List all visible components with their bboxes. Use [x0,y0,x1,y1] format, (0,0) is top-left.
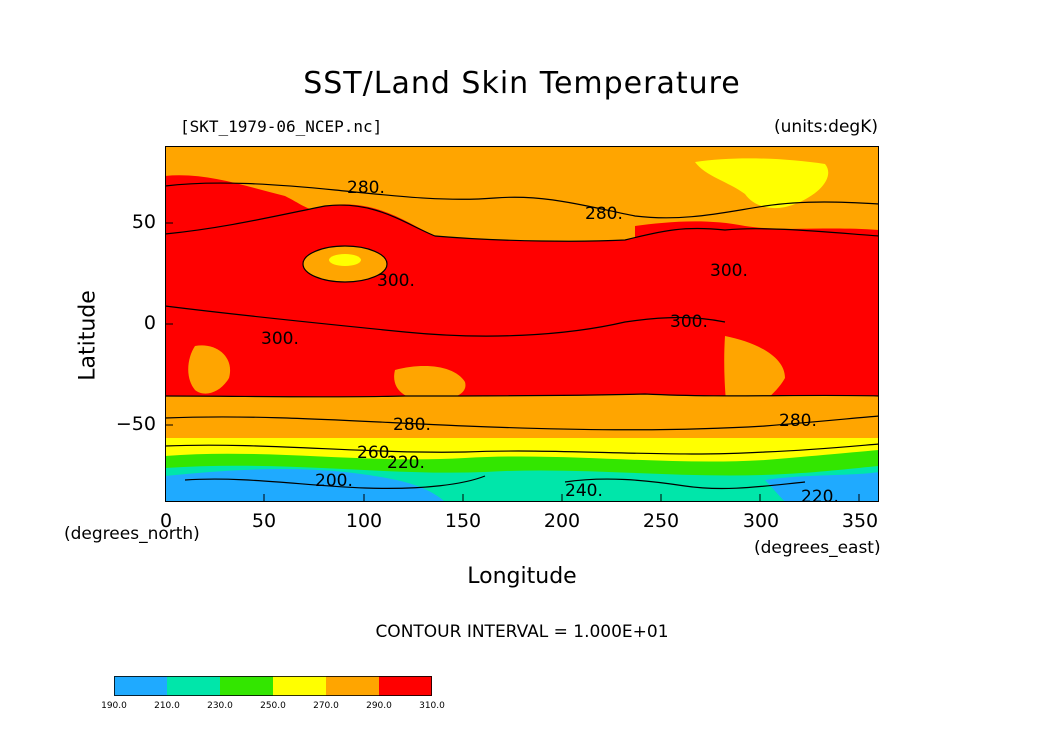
contour-label: 200. [315,471,353,491]
contour-interval-label: CONTOUR INTERVAL = 1.000E+01 [375,622,669,642]
x-tick-label: 0 [159,510,173,532]
colorbar-label: 310.0 [419,701,445,711]
contour-label: 300. [377,271,415,291]
y-tick-label: 0 [143,312,156,334]
contour-line [165,393,879,398]
y-tick-label: −50 [115,413,156,435]
colorbar-label: 290.0 [366,701,392,711]
colorbar-swatch [114,676,167,696]
axis-ticks [165,222,860,502]
x-tick-label: 150 [444,510,482,532]
temperature-map: 280. 280. 300. 300. 300. 300. 280. 280. … [165,146,879,502]
y-axis-label: Latitude [75,290,101,381]
band-190-210 [165,469,445,502]
contour-label: 220. [801,487,839,502]
y-axis-note: (degrees_north) [64,524,200,544]
contour-label: 280. [585,204,623,224]
contour-label: 220. [387,453,425,473]
contour-label: 280. [393,415,431,435]
contour-label: 280. [347,178,385,198]
units-label: (units:degK) [774,117,878,137]
colorbar [114,676,432,696]
greenland-cold-region [695,158,829,209]
contour-label: 280. [779,411,817,431]
colorbar-swatch [379,676,432,696]
plot-title: SST/Land Skin Temperature [303,66,741,101]
north-atlantic-warm-region [635,221,879,246]
file-label: [SKT_1979-06_NCEP.nc] [180,117,383,136]
x-tick-label: 250 [642,510,680,532]
colorbar-swatch [220,676,273,696]
x-axis-note: (degrees_east) [754,538,881,558]
contour-line [184,475,486,489]
contour-label: 240. [565,481,603,501]
tibet-cold-core [329,254,361,266]
contour-line [165,204,879,242]
contour-line [165,182,879,219]
contour-label: 300. [710,261,748,281]
colorbar-label: 250.0 [260,701,286,711]
y-tick-label: 50 [131,211,156,233]
colorbar-swatch [326,676,379,696]
contour-line [165,305,726,337]
colorbar-label: 190.0 [101,701,127,711]
x-tick-label: 350 [841,510,879,532]
australia-patch [394,366,466,401]
colorbar-label: 230.0 [207,701,233,711]
colorbar-label: 270.0 [313,701,339,711]
contour-label: 300. [261,329,299,349]
band-190-210-east [765,472,879,502]
colorbar-swatch [273,676,326,696]
contour-line [165,415,879,431]
southern-africa-patch [188,345,231,394]
x-axis-label: Longitude [467,564,577,589]
colorbar-label: 210.0 [154,701,180,711]
colorbar-swatch [167,676,220,696]
contour-label: 260. [357,443,395,463]
contour-line [165,443,879,455]
contour-line [302,245,388,283]
contour-label: 300. [670,312,708,332]
south-america-patch [724,336,785,434]
x-tick-label: 50 [251,510,277,532]
x-tick-label: 200 [543,510,581,532]
x-tick-label: 100 [345,510,383,532]
contour-line [564,478,806,490]
x-tick-label: 300 [742,510,780,532]
europe-warm-region [165,175,325,236]
contour-lines [165,182,879,490]
